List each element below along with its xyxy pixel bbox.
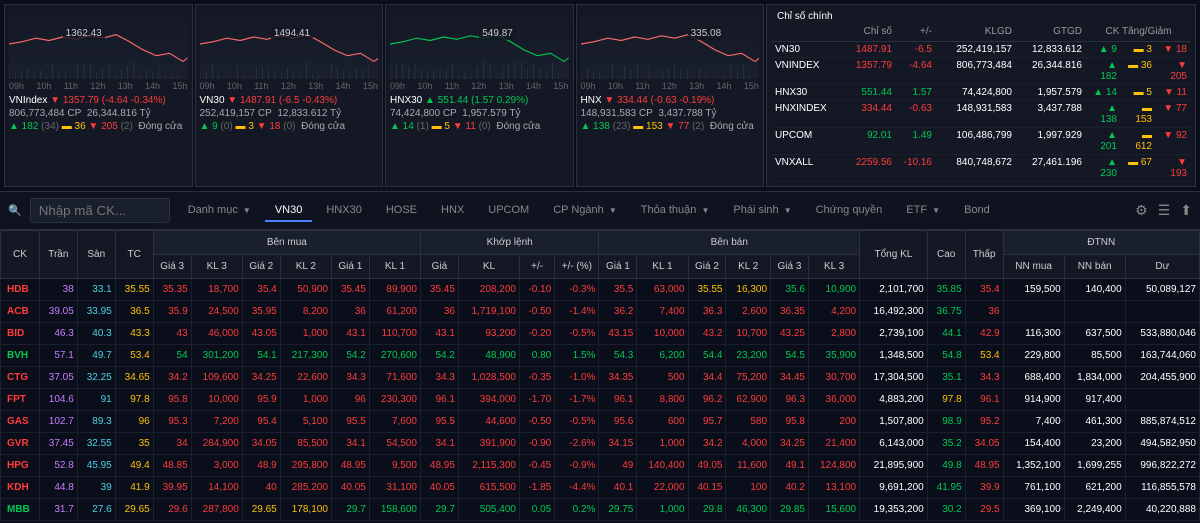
index-row[interactable]: HNXINDEX 334.44 -0.63 148,931,583 3,437.… (771, 101, 1191, 128)
table-row[interactable]: BID 46.340.343.3 4346,000 43.051,000 43.… (1, 323, 1200, 345)
tab-phái-sinh[interactable]: Phái sinh ▼ (723, 200, 801, 222)
index-row[interactable]: HNX30 551.44 1.57 74,424,800 1,957.579 ▲… (771, 85, 1191, 101)
table-row[interactable]: ACB 39.0533.9536.5 35.924,500 35.958,200… (1, 301, 1200, 323)
table-row[interactable]: GAS 102.789.396 95.37,200 95.45,100 95.5… (1, 411, 1200, 433)
tab-etf[interactable]: ETF ▼ (896, 200, 950, 222)
tab-thỏa-thuận[interactable]: Thỏa thuận ▼ (631, 200, 720, 222)
chart-panel-vn30[interactable]: 1494.41 09h10h11h12h13h14h15h VN30 ▼ 148… (195, 4, 384, 187)
chevron-down-icon: ▼ (784, 206, 792, 215)
chart-panel-hnx30[interactable]: 549.87 09h10h11h12h13h14h15h HNX30 ▲ 551… (385, 4, 574, 187)
chevron-down-icon: ▼ (243, 206, 251, 215)
up-arrow-icon[interactable]: ⬆ (1180, 202, 1192, 219)
tab-chứng-quyền[interactable]: Chứng quyền (806, 200, 893, 222)
index-row[interactable]: VNINDEX 1357.79 -4.64 806,773,484 26,344… (771, 58, 1191, 85)
chevron-down-icon: ▼ (932, 206, 940, 215)
list-icon[interactable]: ☰ (1158, 202, 1171, 219)
search-input[interactable] (30, 198, 170, 223)
price-board-table: CKTrầnSànTC Bên mua Khớp lệnh Bên bán Tổ… (0, 230, 1200, 521)
tab-danh-mục[interactable]: Danh mục ▼ (178, 200, 261, 222)
table-row[interactable]: FPT 104.69197.8 95.810,000 95.91,000 962… (1, 389, 1200, 411)
index-summary-table: Chỉ số chính Chỉ số+/- KLGDGTGD CK Tăng/… (766, 4, 1196, 187)
index-row[interactable]: VNXALL 2259.56 -10.16 840,748,672 27,461… (771, 155, 1191, 182)
tab-upcom[interactable]: UPCOM (478, 200, 539, 222)
table-row[interactable]: HDB 3833.135.55 35.3518,700 35.450,900 3… (1, 279, 1200, 301)
chevron-down-icon: ▼ (701, 206, 709, 215)
search-icon: 🔍 (8, 204, 22, 217)
table-row[interactable]: BVH 57.149.753.4 54301,200 54.1217,300 5… (1, 345, 1200, 367)
index-row[interactable]: VN30 1487.91 -6.5 252,419,157 12,833.612… (771, 42, 1191, 58)
table-row[interactable]: KDH 44.83941.9 39.9514,100 40285,200 40.… (1, 477, 1200, 499)
table-row[interactable]: HPG 52.845.9549.4 48.853,000 48.9295,800… (1, 455, 1200, 477)
tab-cp-ngành[interactable]: CP Ngành ▼ (543, 200, 627, 222)
settings-icon[interactable]: ⚙ (1135, 202, 1148, 219)
tab-hnx30[interactable]: HNX30 (316, 200, 371, 222)
tab-hose[interactable]: HOSE (376, 200, 427, 222)
tab-hnx[interactable]: HNX (431, 200, 474, 222)
tab-bond[interactable]: Bond (954, 200, 1000, 222)
index-row[interactable]: UPCOM 92.01 1.49 106,486,799 1,997.929 ▲… (771, 128, 1191, 155)
table-row[interactable]: MBB 31.727.629.65 29.6287,800 29.65178,1… (1, 499, 1200, 521)
chevron-down-icon: ▼ (609, 206, 617, 215)
chart-panel-hnx[interactable]: 335.08 09h10h11h12h13h14h15h HNX ▼ 334.4… (576, 4, 765, 187)
chart-panel-vnindex[interactable]: 1362.43 09h10h11h12h13h14h15h VNIndex ▼ … (4, 4, 193, 187)
table-row[interactable]: GVR 37.4532.5535 34284,900 34.0585,500 3… (1, 433, 1200, 455)
tab-vn30[interactable]: VN30 (265, 200, 313, 222)
table-row[interactable]: CTG 37.0532.2534.65 34.2109,600 34.2522,… (1, 367, 1200, 389)
index-tab-main[interactable]: Chỉ số chính (771, 9, 1191, 24)
